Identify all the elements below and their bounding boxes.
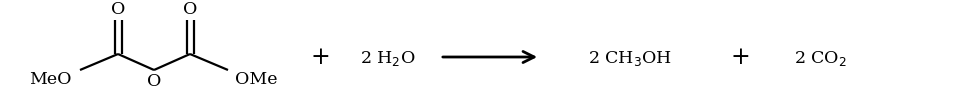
Text: O: O	[111, 1, 125, 18]
Text: MeO: MeO	[28, 70, 71, 87]
Text: 2 CO$_2$: 2 CO$_2$	[794, 48, 846, 67]
Text: 2 H$_2$O: 2 H$_2$O	[360, 48, 415, 67]
Text: +: +	[310, 46, 330, 69]
Text: O: O	[183, 1, 197, 18]
Text: 2 CH$_3$OH: 2 CH$_3$OH	[588, 48, 672, 67]
Text: O: O	[147, 73, 161, 90]
Text: +: +	[730, 46, 750, 69]
Text: OMe: OMe	[235, 70, 277, 87]
